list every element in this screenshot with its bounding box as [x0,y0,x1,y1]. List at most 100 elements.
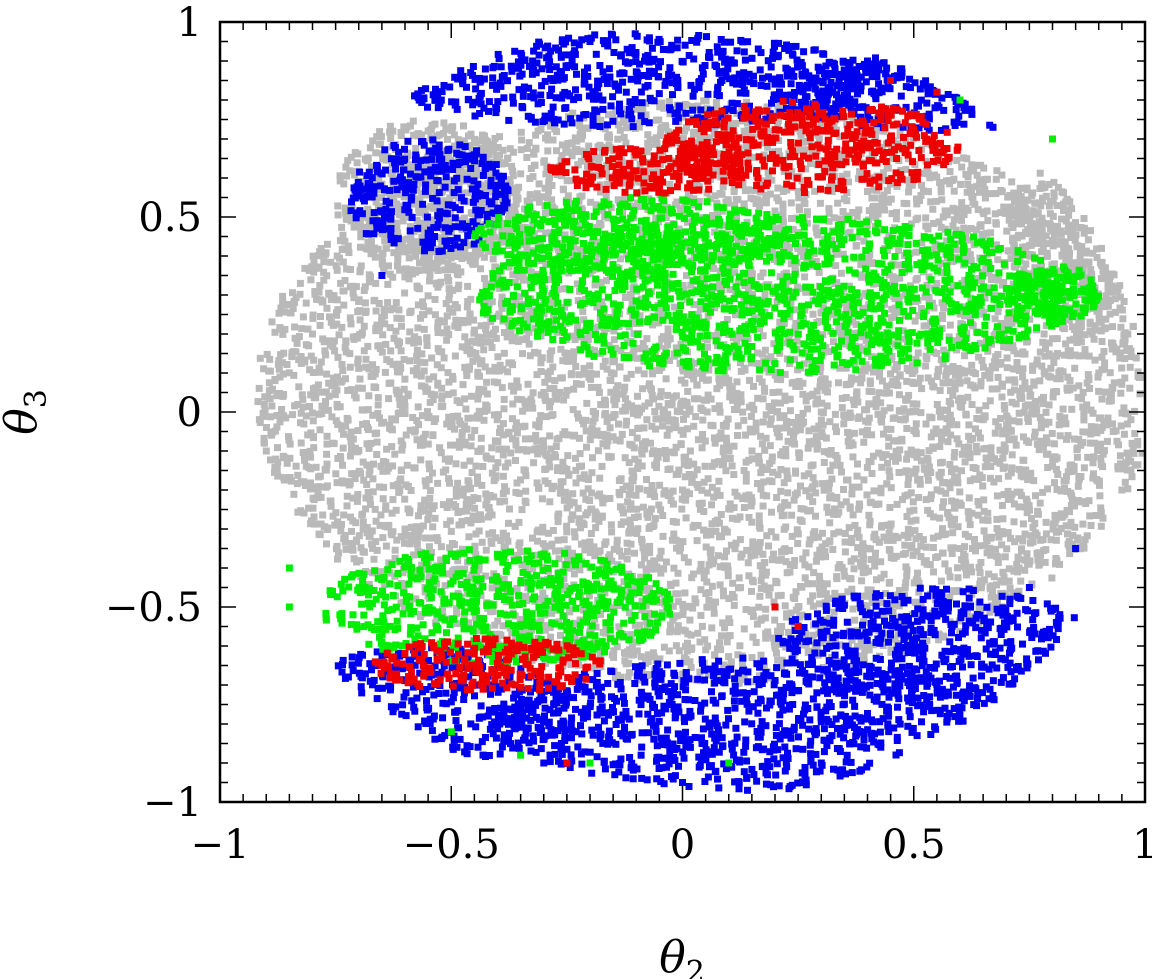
scatter-point [260,400,268,408]
scatter-point [886,404,894,412]
scatter-point [889,273,897,281]
scatter-point [951,515,959,523]
scatter-point [415,205,423,213]
scatter-point [1017,577,1025,585]
scatter-point [660,104,668,112]
scatter-point [1006,584,1014,592]
scatter-point [323,460,331,468]
scatter-point [1027,410,1035,418]
scatter-point [1023,305,1031,313]
scatter-point [848,483,856,491]
scatter-point [869,452,877,460]
scatter-point [800,360,808,368]
scatter-point [347,428,355,436]
scatter-point [975,406,983,414]
scatter-point [781,397,789,404]
scatter-point [1012,400,1020,408]
scatter-point [339,461,346,469]
scatter-point [1003,421,1011,429]
scatter-point [492,534,500,542]
scatter-point [468,469,476,476]
scatter-point [1070,435,1078,443]
scatter-point [666,357,673,364]
scatter-point [461,333,469,341]
scatter-point [974,275,982,282]
scatter-point [445,285,453,293]
scatter-point [679,113,687,121]
scatter-point [533,371,541,379]
scatter-point [372,538,380,546]
scatter-point [958,199,966,207]
scatter-point [690,301,698,309]
scatter-point [822,553,829,561]
scatter-point [992,175,1000,183]
scatter-point [283,459,291,467]
scatter-point [319,511,327,519]
scatter-point [1042,345,1049,352]
scatter-point [827,595,835,603]
scatter-point [486,508,494,516]
scatter-point [586,362,594,370]
scatter-point [309,252,317,260]
scatter-point [847,534,855,542]
scatter-point [770,598,778,606]
scatter-point [915,379,923,387]
scatter-point [627,631,635,639]
scatter-point [980,507,988,515]
scatter-point [645,588,653,596]
scatter-point [809,474,817,482]
scatter-point [1020,408,1028,416]
scatter-point [495,445,503,453]
scatter-point [328,413,336,421]
scatter-point [1075,352,1083,360]
scatter-point [773,429,781,437]
scatter-point [601,411,609,419]
scatter-point [407,487,415,494]
scatter-point [475,390,483,398]
scatter-point [566,501,574,509]
scatter-point [388,509,396,517]
scatter-point [841,572,849,580]
scatter-point [274,472,282,480]
scatter-point [939,503,947,511]
scatter-point [739,660,746,668]
scatter-point [339,258,347,266]
scatter-point [633,434,641,442]
scatter-point [1019,365,1027,373]
scatter-point [1000,573,1008,581]
scatter-point [653,452,661,460]
scatter-point [443,420,451,428]
scatter-point [772,533,780,541]
scatter-point [1071,502,1078,510]
scatter-point [1124,485,1132,493]
scatter-point [309,369,317,376]
scatter-point [608,528,616,536]
scatter-point [1032,529,1040,537]
scatter-point [744,335,752,343]
scatter-point [520,466,528,474]
scatter-point [770,638,778,646]
scatter-point [1053,240,1061,248]
scatter-point [801,146,809,154]
scatter-point [563,465,571,473]
scatter-point [297,353,305,360]
scatter-point [1024,337,1032,345]
scatter-point [529,534,536,542]
scatter-point [340,301,348,309]
scatter-point [534,537,541,545]
scatter-point [598,462,606,470]
scatter-point [322,351,330,359]
scatter-point [1120,298,1128,305]
scatter-point [946,484,954,492]
scatter-point [1129,443,1137,451]
scatter-point [1011,378,1019,386]
scatter-point [784,437,792,445]
scatter-point [569,357,577,365]
scatter-point [790,562,798,569]
scatter-point [944,438,952,446]
scatter-point [633,354,641,362]
scatter-point [734,278,742,286]
scatter-point [470,316,478,324]
scatter-point [586,538,594,546]
scatter-point [568,213,576,221]
